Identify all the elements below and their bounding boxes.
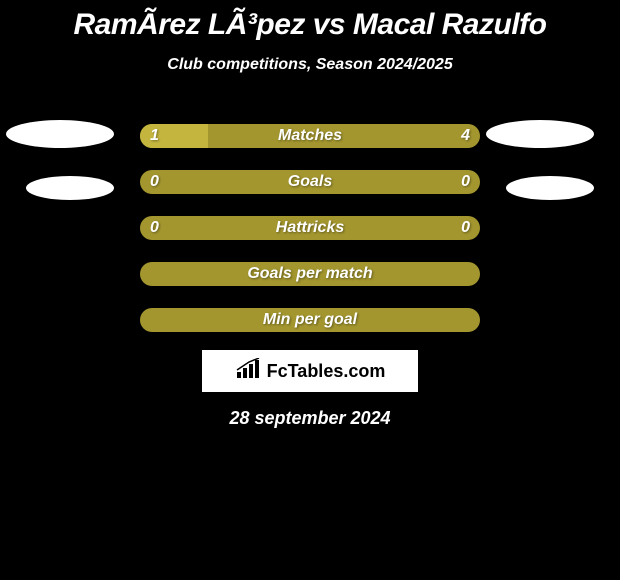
stat-label: Min per goal bbox=[263, 311, 357, 329]
player-right-flag-1 bbox=[486, 120, 594, 148]
comparison-title: RamÃ­rez LÃ³pez vs Macal Razulfo bbox=[0, 0, 620, 42]
snapshot-date: 28 september 2024 bbox=[0, 408, 620, 429]
stat-row-goals: 0 0 Goals bbox=[140, 170, 480, 194]
brand-text: FcTables.com bbox=[267, 361, 386, 382]
stat-row-matches: 1 4 Matches bbox=[140, 124, 480, 148]
stat-label: Hattricks bbox=[276, 219, 344, 237]
stat-row-min-per-goal: Min per goal bbox=[140, 308, 480, 332]
stat-right-value: 4 bbox=[461, 127, 470, 145]
stat-label: Matches bbox=[278, 127, 342, 145]
stat-left-value: 0 bbox=[150, 219, 159, 237]
stats-area: 1 4 Matches 0 0 Goals 0 0 Hattricks Goals per mat… bbox=[0, 98, 620, 338]
player-left-flag-2 bbox=[26, 176, 114, 200]
brand-box: FcTables.com bbox=[202, 350, 418, 392]
player-left-flag-1 bbox=[6, 120, 114, 148]
stat-label: Goals bbox=[288, 173, 332, 191]
bar-chart-icon bbox=[235, 358, 261, 385]
stat-row-goals-per-match: Goals per match bbox=[140, 262, 480, 286]
player-right-flag-2 bbox=[506, 176, 594, 200]
stat-row-hattricks: 0 0 Hattricks bbox=[140, 216, 480, 240]
stat-rows: 1 4 Matches 0 0 Goals 0 0 Hattricks Goals per mat… bbox=[140, 124, 480, 354]
stat-left-value: 0 bbox=[150, 173, 159, 191]
season-subtitle: Club competitions, Season 2024/2025 bbox=[0, 56, 620, 74]
stat-label: Goals per match bbox=[247, 265, 372, 283]
stat-right-value: 0 bbox=[461, 219, 470, 237]
stat-left-value: 1 bbox=[150, 127, 159, 145]
stat-right-value: 0 bbox=[461, 173, 470, 191]
